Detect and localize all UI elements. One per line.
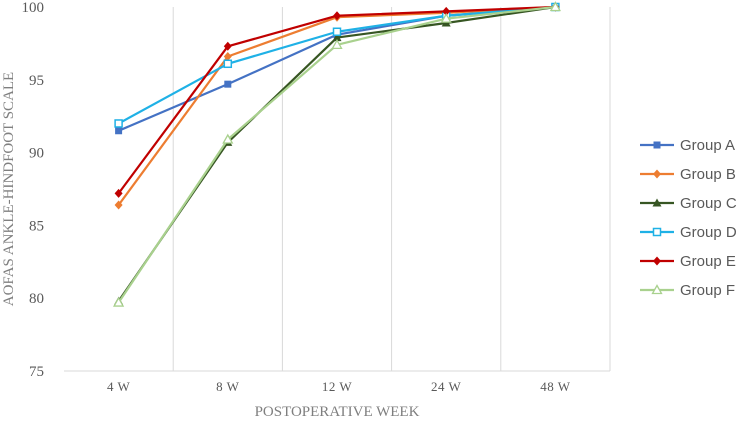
data-point bbox=[222, 133, 234, 144]
y-tick-label: 80 bbox=[29, 291, 44, 307]
y-tick-label: 90 bbox=[29, 146, 44, 162]
x-tick-label: 8 W bbox=[216, 379, 240, 394]
y-axis-title: AOFAS ANKLE-HINDFOOT SCALE bbox=[1, 72, 17, 306]
x-tick-label: 24 W bbox=[431, 379, 462, 394]
legend-marker bbox=[653, 256, 661, 266]
legend-label: Group E bbox=[680, 253, 736, 270]
y-axis-ticks: 75 80 85 90 95 100 bbox=[22, 0, 45, 380]
data-point bbox=[440, 12, 452, 23]
data-point bbox=[115, 127, 123, 135]
y-tick-label: 85 bbox=[29, 218, 44, 234]
data-point bbox=[333, 11, 341, 21]
data-point bbox=[331, 39, 343, 50]
legend-item: Group F bbox=[640, 282, 735, 299]
legend-label: Group F bbox=[680, 282, 735, 299]
data-point bbox=[332, 27, 342, 37]
data-point bbox=[549, 1, 562, 12]
legend-label: Group D bbox=[680, 224, 737, 241]
series-line bbox=[117, 5, 556, 304]
legend-marker bbox=[652, 227, 662, 237]
data-point bbox=[223, 59, 233, 69]
legend-marker bbox=[653, 141, 661, 149]
legend-label: Group A bbox=[680, 137, 735, 154]
legend-item: Group D bbox=[640, 224, 737, 241]
y-tick-label: 75 bbox=[29, 364, 44, 380]
data-point bbox=[114, 188, 123, 198]
x-axis-title: POSTOPERATIVE WEEK bbox=[255, 404, 420, 420]
legend-marker bbox=[651, 284, 663, 295]
legend-item: Group C bbox=[640, 195, 737, 212]
data-point bbox=[223, 41, 232, 51]
data-point bbox=[332, 33, 342, 42]
x-tick-label: 48 W bbox=[540, 379, 571, 394]
data-point bbox=[114, 119, 123, 128]
series-line bbox=[117, 5, 556, 302]
data-point bbox=[224, 80, 232, 88]
y-tick-label: 100 bbox=[22, 0, 45, 16]
series-group bbox=[112, 1, 562, 307]
data-point bbox=[112, 296, 125, 307]
series-group-a bbox=[115, 3, 559, 135]
x-tick-label: 12 W bbox=[322, 379, 353, 394]
legend-label: Group C bbox=[680, 195, 737, 212]
legend-item: Group A bbox=[640, 137, 735, 154]
legend-marker bbox=[652, 198, 662, 207]
legend-item: Group B bbox=[640, 166, 736, 183]
y-tick-label: 95 bbox=[29, 73, 44, 89]
series-group-f bbox=[112, 1, 562, 307]
series-line bbox=[118, 5, 556, 132]
x-tick-label: 4 W bbox=[107, 379, 131, 394]
data-point bbox=[114, 200, 123, 210]
grid-lines bbox=[172, 7, 611, 371]
legend-marker bbox=[653, 169, 661, 179]
legend: Group A Group B Group C Group D Group E Group… bbox=[640, 137, 737, 299]
legend-item: Group E bbox=[640, 253, 736, 270]
x-axis-ticks: 4 W 8 W 12 W 24 W 48 W bbox=[107, 379, 571, 394]
legend-label: Group B bbox=[680, 166, 736, 183]
data-point bbox=[442, 6, 451, 16]
data-point bbox=[223, 52, 232, 62]
